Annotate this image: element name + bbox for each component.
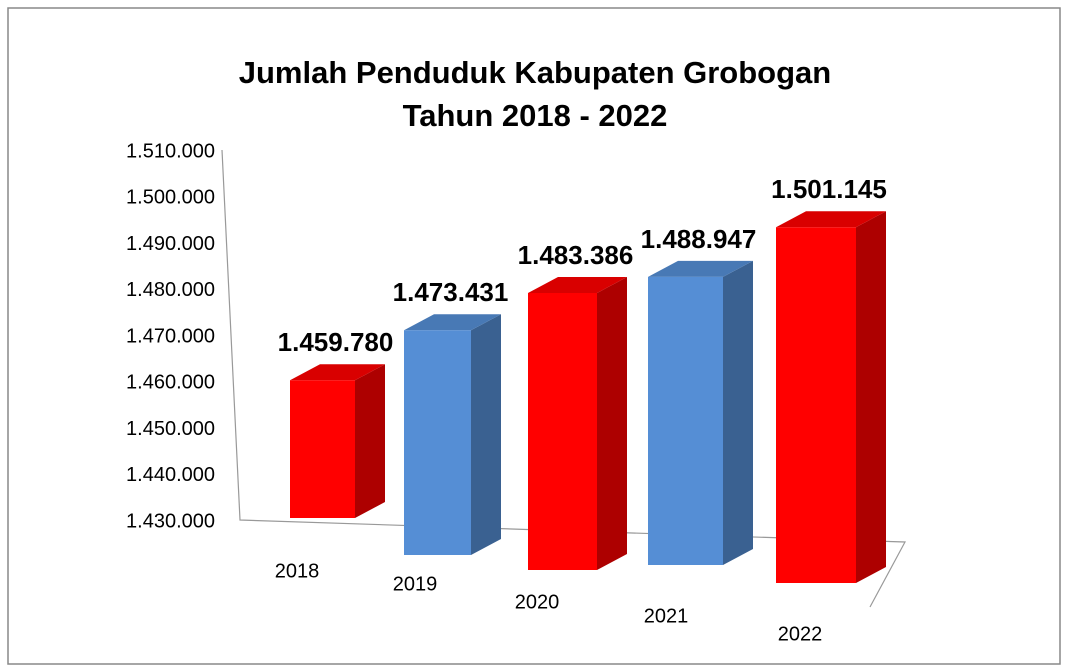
data-label: 1.488.947	[641, 224, 757, 254]
data-label: 1.473.431	[393, 277, 509, 307]
bar-front	[648, 276, 723, 565]
data-label: 1.483.386	[518, 240, 634, 270]
bar-top	[648, 260, 753, 277]
x-tick-label: 2020	[515, 591, 560, 613]
bar-top	[776, 211, 886, 228]
bar-side	[471, 314, 501, 555]
bar-top	[528, 277, 627, 294]
bar-side	[723, 260, 753, 565]
bar-front	[528, 293, 597, 570]
bar-front	[776, 227, 856, 583]
y-tick-label: 1.500.000	[126, 187, 215, 209]
y-tick-label: 1.510.000	[126, 140, 215, 162]
x-tick-label: 2019	[393, 573, 438, 595]
y-tick-label: 1.440.000	[126, 464, 215, 486]
bar-side	[355, 364, 385, 518]
data-label: 1.501.145	[771, 174, 887, 204]
bar-top	[404, 314, 501, 331]
y-tick-label: 1.430.000	[126, 510, 215, 532]
bar-top	[290, 364, 385, 381]
bar	[290, 364, 385, 518]
bar-side	[597, 277, 627, 570]
y-tick-label: 1.450.000	[126, 418, 215, 440]
x-tick-label: 2022	[778, 623, 823, 645]
bar-side	[856, 211, 886, 583]
bar	[528, 277, 627, 570]
y-tick-label: 1.460.000	[126, 372, 215, 394]
chart-title: Jumlah Penduduk Kabupaten Grobogan	[239, 55, 831, 90]
chart-title: Tahun 2018 - 2022	[403, 98, 668, 133]
x-tick-label: 2018	[275, 560, 320, 582]
bar	[404, 314, 501, 555]
data-label: 1.459.780	[278, 327, 394, 357]
bar	[776, 211, 886, 583]
y-tick-label: 1.490.000	[126, 233, 215, 255]
bar-front	[290, 380, 355, 518]
y-tick-label: 1.470.000	[126, 325, 215, 347]
bar-front	[404, 330, 471, 555]
x-tick-label: 2021	[644, 605, 689, 627]
bar	[648, 260, 753, 565]
y-tick-label: 1.480.000	[126, 279, 215, 301]
